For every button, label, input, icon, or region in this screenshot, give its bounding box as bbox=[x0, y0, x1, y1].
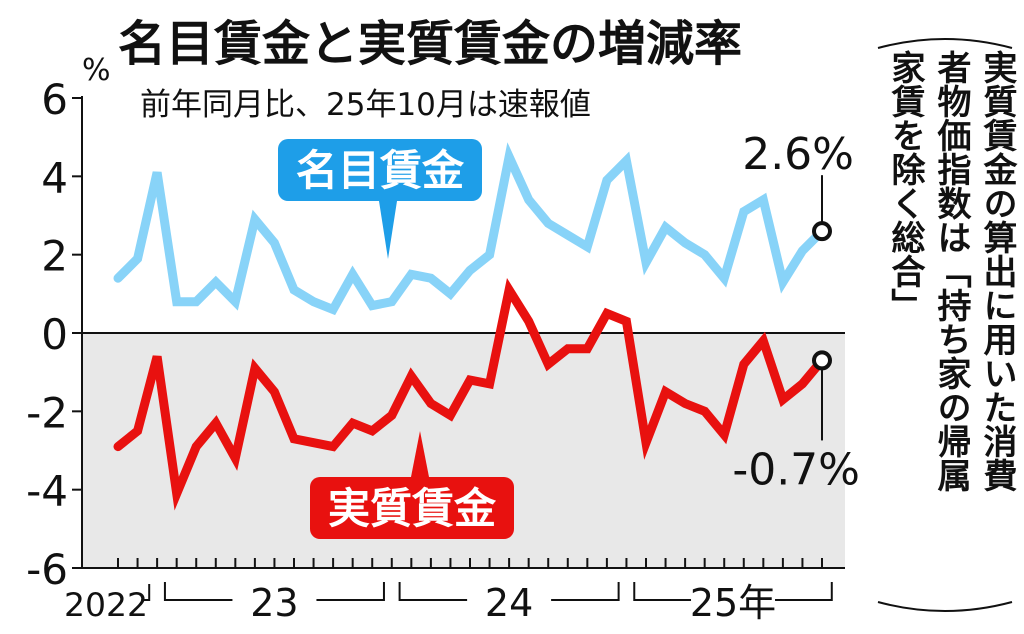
y-tick-label: 4 bbox=[41, 153, 68, 202]
series-line-real bbox=[113, 277, 827, 511]
x-group-bracket-left bbox=[398, 582, 468, 601]
end-marker bbox=[812, 221, 832, 242]
series-tag-box bbox=[278, 139, 482, 201]
y-tick-label: 6 bbox=[41, 75, 68, 124]
series-tag-pointer bbox=[411, 431, 429, 477]
x-group-bracket-right bbox=[775, 582, 833, 601]
side-note-line-3: 家賃を除く総合」 bbox=[885, 50, 925, 322]
chart-subtitle: 前年同月比、25年10月は速報値 bbox=[140, 87, 591, 123]
chart-title: 名目賃金と実質賃金の増減率 bbox=[118, 16, 742, 72]
x-group-label: 25年 bbox=[690, 581, 776, 625]
y-tick-label: -2 bbox=[26, 388, 68, 437]
x-group-bracket bbox=[141, 584, 151, 601]
x-group-label: 23 bbox=[250, 581, 298, 625]
end-value-label: 2.6% bbox=[742, 129, 854, 180]
side-note-brackets bbox=[877, 38, 1013, 612]
side-note-line-1: 実質賃金の算出に用いた消費 bbox=[977, 50, 1017, 492]
series-tag-label: 実質賃金 bbox=[328, 484, 497, 533]
x-group-bracket-right bbox=[551, 582, 620, 601]
side-note-line-2: 者物価指数は「持ち家の帰属 bbox=[931, 50, 971, 492]
x-group-bracket-right bbox=[316, 582, 385, 601]
x-group-label: 24 bbox=[485, 581, 533, 625]
series-line-nominal bbox=[113, 142, 827, 316]
y-tick-label: -4 bbox=[26, 467, 68, 516]
x-group-label: 2022 bbox=[64, 586, 148, 624]
x-group-bracket-left bbox=[163, 582, 233, 601]
y-tick-label: 0 bbox=[41, 310, 68, 359]
y-tick-label: 2 bbox=[41, 232, 68, 281]
end-marker bbox=[812, 350, 832, 371]
series-tag-pointer bbox=[379, 201, 397, 259]
side-note: 実質賃金の算出に用いた消費 者物価指数は「持ち家の帰属 家賃を除く総合」 bbox=[872, 30, 1018, 620]
end-value-label: -0.7% bbox=[732, 444, 860, 495]
series-tag-box bbox=[310, 477, 514, 539]
y-unit-label: % bbox=[82, 53, 111, 88]
y-tick-label: -6 bbox=[26, 545, 68, 594]
x-group-bracket-left bbox=[633, 582, 692, 601]
series-tag-label: 名目賃金 bbox=[296, 146, 465, 195]
